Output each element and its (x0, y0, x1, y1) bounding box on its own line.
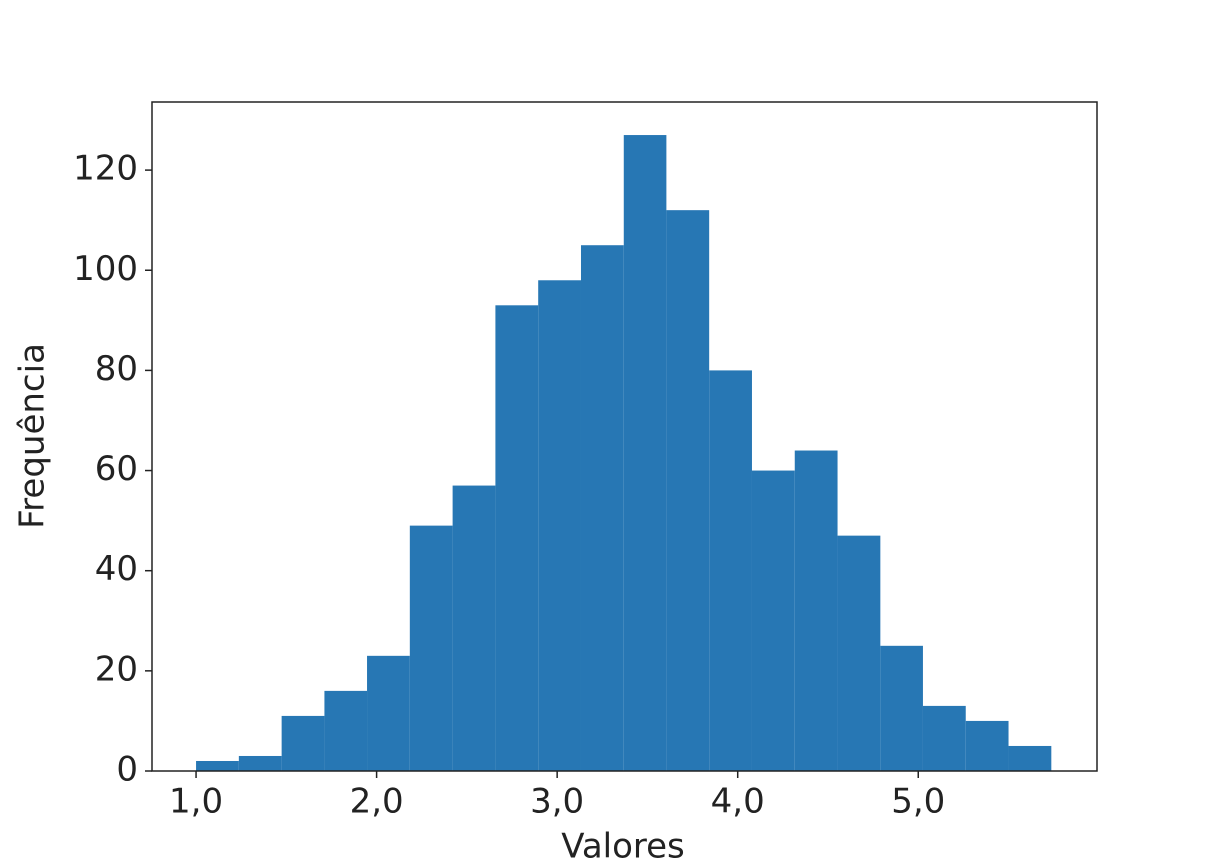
bar (965, 720, 1009, 771)
bar (409, 525, 453, 771)
x-tick-label: 2,0 (350, 782, 404, 822)
bar (238, 755, 282, 771)
bar (495, 305, 539, 771)
bar (880, 645, 923, 771)
bar (837, 535, 881, 771)
x-tick-label: 1,0 (169, 782, 223, 822)
x-tick-label: 3,0 (530, 782, 584, 822)
y-tick-label: 0 (116, 750, 138, 790)
bar (666, 210, 710, 771)
bar (324, 690, 368, 771)
bar (538, 280, 581, 771)
x-axis-label: Valores (561, 827, 685, 864)
y-axis-label: Frequência (13, 343, 53, 529)
bar (922, 705, 966, 771)
bar (794, 450, 838, 771)
bar (709, 370, 752, 771)
y-tick-label: 40 (95, 549, 138, 589)
plot-frame (151, 101, 1098, 772)
bar (1008, 745, 1052, 771)
y-tick-label: 120 (73, 149, 138, 189)
y-tick-label: 80 (95, 349, 138, 389)
y-tick-label: 60 (95, 449, 138, 489)
x-tick-label: 4,0 (711, 782, 765, 822)
bar (196, 760, 239, 771)
y-tick-label: 100 (73, 249, 138, 289)
bar (751, 470, 795, 771)
bar (367, 655, 410, 771)
bar (281, 715, 325, 771)
bar (580, 245, 624, 772)
bar (623, 135, 667, 771)
y-tick-label: 20 (95, 649, 138, 689)
bar (452, 485, 496, 771)
x-tick-label: 5,0 (891, 782, 945, 822)
